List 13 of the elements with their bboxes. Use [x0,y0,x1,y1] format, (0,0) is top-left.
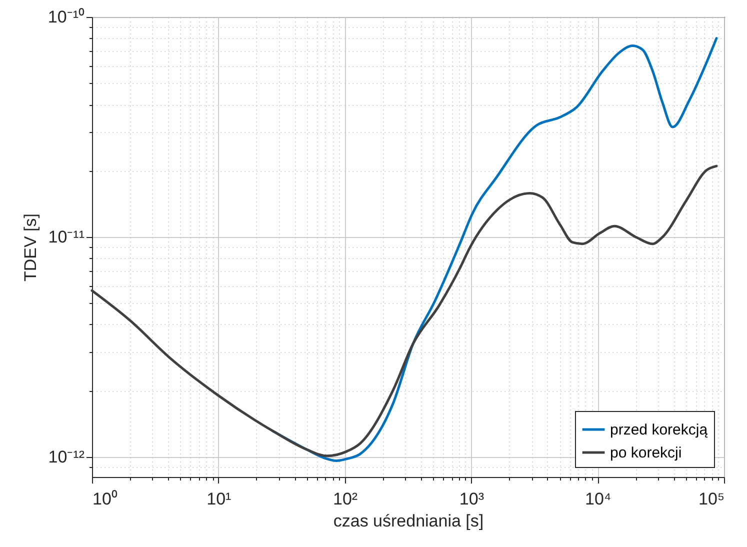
x-axis-title: czas uśredniania [s] [333,512,484,530]
x-tick-label: 10⁵ [698,490,724,508]
y-tick-label: 10⁻¹² [48,447,85,466]
x-tick-label: 10¹ [206,490,232,508]
y-tick-label: 10⁻¹¹ [48,227,85,246]
y-axis-title: TDEV [s] [20,213,40,282]
x-tick-label: 10² [333,490,358,508]
x-tick-label: 10⁴ [584,490,612,508]
y-tick-label: 10⁻¹⁰ [48,8,84,26]
legend-label: przed korekcją [610,422,708,438]
x-tick-label: 10³ [459,490,484,508]
legend-label: po korekcji [610,444,682,462]
x-tick-label: 10⁰ [92,490,118,508]
